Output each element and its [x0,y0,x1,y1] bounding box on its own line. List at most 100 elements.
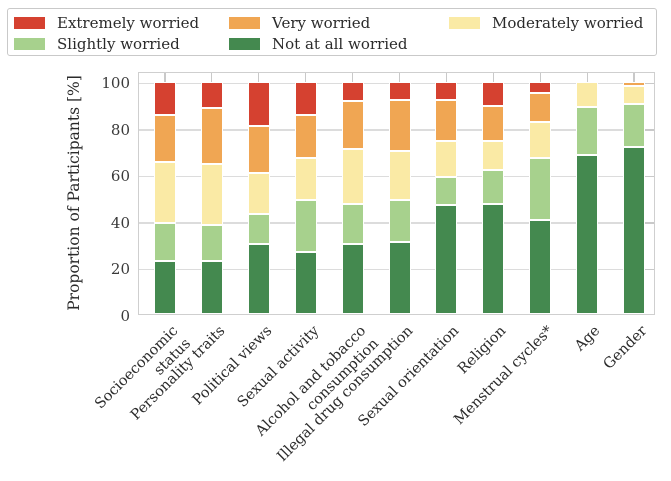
y-tick-label: 0 [120,306,130,325]
bar-segment-extremely-worried [247,81,270,126]
bar-segment-moderately-worried [341,148,364,204]
bar-segment-slightly-worried [154,223,176,261]
right-axis-tick [644,175,654,178]
legend-item-very-worried: Very worried [229,14,449,32]
bar-segment-extremely-worried [388,81,411,101]
bar-socioeconomic-status [154,80,176,314]
bar-segment-not-at-all-worried [247,244,270,314]
top-axis-tick [492,73,494,83]
bar-segment-moderately-worried [247,173,270,215]
bar-segment-not-at-all-worried [482,203,505,314]
y-tick-label: 20 [110,260,130,278]
bar-religion [482,80,505,314]
legend-item-slightly-worried: Slightly worried [14,35,229,53]
legend-item-extremely-worried: Extremely worried [14,14,229,32]
bar-segment-moderately-worried [435,140,458,177]
top-axis-tick [586,73,588,83]
bar-segment-slightly-worried [529,158,552,220]
legend-label: Extremely worried [57,13,200,32]
bar-segment-slightly-worried [200,224,223,261]
bar-segment-moderately-worried [529,122,552,159]
y-tick-label: 60 [110,167,130,185]
bar-segment-not-at-all-worried [200,260,223,314]
right-axis-tick [644,268,654,271]
bar-segment-slightly-worried [294,200,317,253]
top-axis-tick [164,73,166,83]
bar-segment-not-at-all-worried [576,154,599,314]
y-tick-label: 40 [110,213,130,232]
red-swatch [14,16,45,29]
bar-segment-slightly-worried [623,103,645,147]
right-axis-tick [644,129,654,131]
legend-item-moderately-worried: Moderately worried [449,14,656,32]
top-axis-tick [305,73,307,83]
bar-segment-very-worried [435,100,458,141]
bar-segment-extremely-worried [435,81,458,101]
light-green-swatch [14,37,45,50]
bar-segment-moderately-worried [576,81,599,108]
orange-swatch [229,16,260,29]
legend-label: Slightly worried [57,34,180,53]
bar-segment-moderately-worried [482,140,505,170]
top-axis-tick [633,73,635,83]
bar-segment-not-at-all-worried [435,204,458,314]
legend-label: Very worried [272,13,371,32]
bar-segment-not-at-all-worried [623,146,645,314]
bar-segment-not-at-all-worried [294,252,317,314]
top-axis-tick [258,73,260,83]
y-tick-label: 80 [110,120,130,139]
bar-segment-moderately-worried [623,86,645,104]
legend-label: Not at all worried [272,34,408,53]
bar-segment-slightly-worried [482,169,505,204]
bar-segment-very-worried [529,93,552,123]
bar-segment-very-worried [388,100,411,152]
bar-segment-not-at-all-worried [529,219,552,314]
bar-sexual-orientation [435,80,458,314]
bar-segment-extremely-worried [482,81,505,106]
top-axis-tick [539,73,541,83]
bar-sexual-activity [294,80,317,314]
bar-segment-slightly-worried [341,203,364,245]
y-tick-label: 100 [101,74,130,92]
bar-segment-very-worried [200,108,223,165]
legend-box: Extremely worried Very worried Moderately … [7,8,657,56]
bar-menstrual-cycles [529,80,552,314]
legend-item-not-at-all-worried: Not at all worried [229,35,449,53]
bar-segment-not-at-all-worried [341,244,364,314]
right-axis-tick [644,222,654,224]
legend-label: Moderately worried [492,13,644,32]
bar-illegal-drug-consumption [388,80,411,314]
top-axis-tick [398,73,401,83]
bar-segment-moderately-worried [200,164,223,225]
plot-area: 0 20 40 60 80 100 Socioeconomic status Personal… [92,72,655,465]
bar-segment-very-worried [623,81,645,87]
bar-segment-very-worried [247,125,270,174]
bar-gender [623,80,645,314]
bar-segment-not-at-all-worried [388,241,411,314]
bar-segment-very-worried [294,115,317,159]
bar-segment-slightly-worried [435,176,458,205]
right-axis-tick [644,82,654,85]
bar-segment-not-at-all-worried [154,260,176,314]
yellow-swatch [449,16,480,29]
bar-segment-very-worried [482,105,505,141]
bar-alcohol-and-tobacco-consumption [341,80,364,314]
bar-age [576,80,599,314]
bar-segment-slightly-worried [388,200,411,242]
bar-segment-moderately-worried [154,161,176,224]
bar-segment-extremely-worried [341,81,364,102]
bar-segment-extremely-worried [154,81,176,116]
top-axis-tick [352,73,354,83]
bar-segment-very-worried [154,115,176,162]
bar-political-views [247,80,270,314]
bar-personality-traits [200,80,223,314]
bar-segment-slightly-worried [247,214,270,245]
dark-green-swatch [229,37,260,50]
bar-segment-moderately-worried [294,158,317,201]
bar-segment-extremely-worried [529,81,552,94]
bar-segment-extremely-worried [200,81,223,109]
bar-segment-slightly-worried [576,107,599,155]
bar-segment-moderately-worried [388,151,411,201]
bar-segment-very-worried [341,101,364,149]
